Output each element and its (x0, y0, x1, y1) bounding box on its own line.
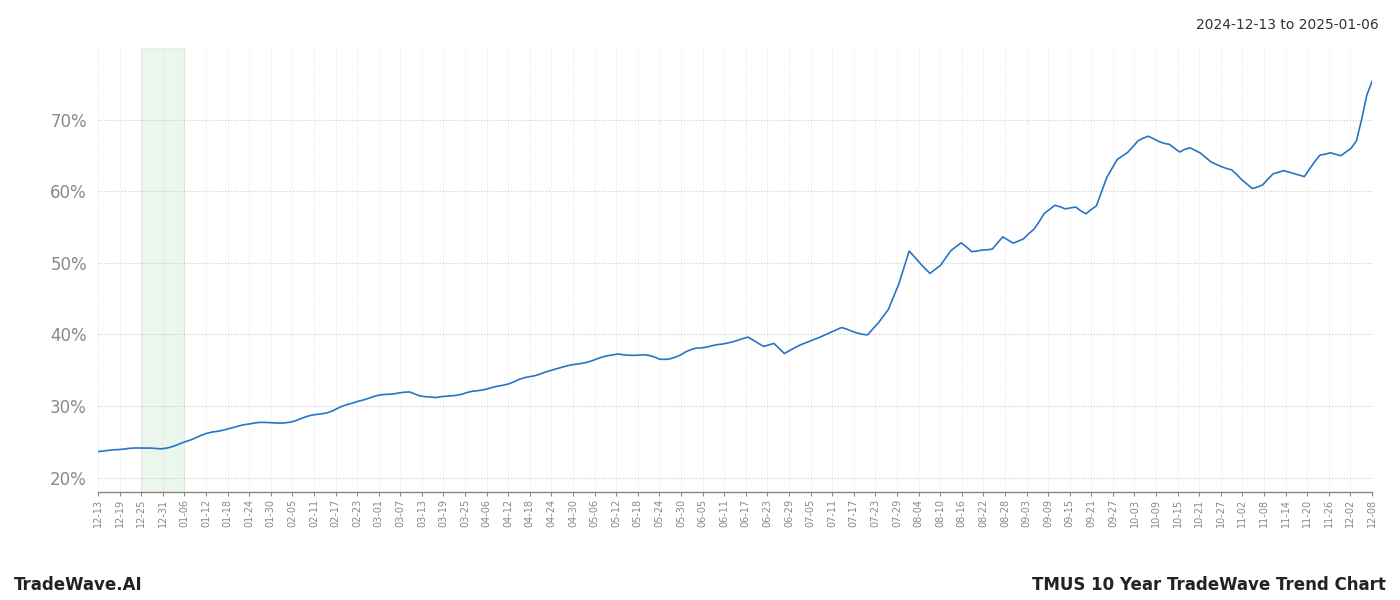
Text: TradeWave.AI: TradeWave.AI (14, 576, 143, 594)
Text: 2024-12-13 to 2025-01-06: 2024-12-13 to 2025-01-06 (1196, 18, 1379, 32)
Text: TMUS 10 Year TradeWave Trend Chart: TMUS 10 Year TradeWave Trend Chart (1032, 576, 1386, 594)
Bar (141, 48, 185, 492)
